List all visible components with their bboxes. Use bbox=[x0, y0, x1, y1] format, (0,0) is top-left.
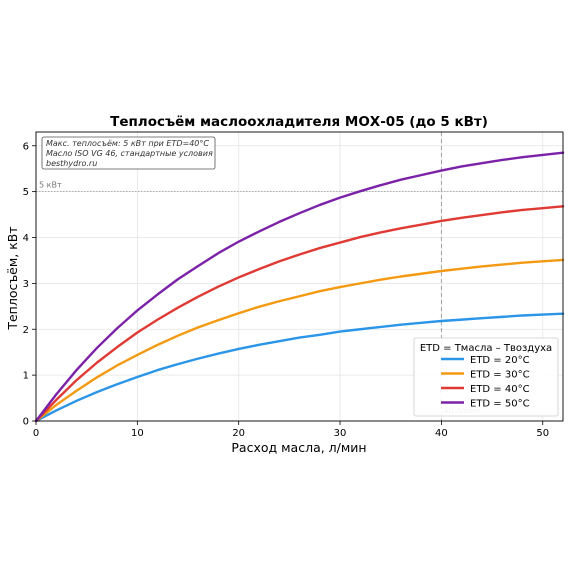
axis-ticks: 0 10 20 30 40 50 0 1 2 3 4 5 6 bbox=[23, 141, 549, 439]
y-tick-label: 3 bbox=[23, 279, 29, 290]
x-tick-label: 0 bbox=[33, 428, 39, 439]
legend-label-2: ETD = 30°C bbox=[470, 370, 530, 381]
series-line-2 bbox=[34, 258, 565, 423]
reference-label-horizontal: 5 кВт bbox=[39, 181, 62, 190]
y-tick-label: 1 bbox=[23, 371, 29, 382]
y-tick-label: 2 bbox=[23, 325, 29, 336]
legend-label-1: ETD = 20°C bbox=[470, 355, 530, 366]
plot-frame bbox=[35, 131, 564, 422]
annotation-line-2: Масло ISO VG 46, стандартные условия bbox=[46, 149, 213, 158]
legend-title: ETD = Tмасла – Tвоздуха bbox=[420, 343, 552, 354]
y-tick-label: 4 bbox=[23, 233, 29, 244]
series-line-1 bbox=[34, 312, 565, 423]
y-axis-label: Теплосъём, кВт bbox=[5, 226, 20, 330]
x-tick-label: 50 bbox=[536, 428, 549, 439]
legend-items: ETD = 20°C ETD = 30°C ETD = 40°C ETD = 50°C bbox=[441, 355, 530, 410]
x-tick-label: 40 bbox=[435, 428, 448, 439]
annotation-box: Макс. теплосъём: 5 кВт при ETD=40°C Масл… bbox=[41, 136, 216, 170]
series-line-4 bbox=[34, 151, 565, 423]
x-tick-label: 30 bbox=[334, 428, 347, 439]
x-tick-label: 10 bbox=[131, 428, 144, 439]
series-lines bbox=[34, 151, 565, 423]
chart-title: Теплосъём маслоохладителя МОХ-05 (до 5 к… bbox=[110, 114, 488, 130]
series-line-3 bbox=[34, 205, 565, 423]
x-tick-label: 20 bbox=[232, 428, 245, 439]
legend-label-3: ETD = 40°C bbox=[470, 384, 530, 395]
annotation-frame bbox=[41, 136, 216, 170]
annotation-line-3: besthydro.ru bbox=[46, 159, 97, 168]
annotation-line-1: Макс. теплосъём: 5 кВт при ETD=40°C bbox=[46, 139, 209, 148]
legend-frame bbox=[413, 337, 559, 417]
y-tick-label: 0 bbox=[23, 417, 29, 428]
y-tick-label: 6 bbox=[23, 141, 29, 152]
legend-label-4: ETD = 50°C bbox=[470, 399, 530, 410]
y-tick-label: 5 bbox=[23, 187, 29, 198]
x-axis-label: Расход масла, л/мин bbox=[231, 440, 366, 455]
